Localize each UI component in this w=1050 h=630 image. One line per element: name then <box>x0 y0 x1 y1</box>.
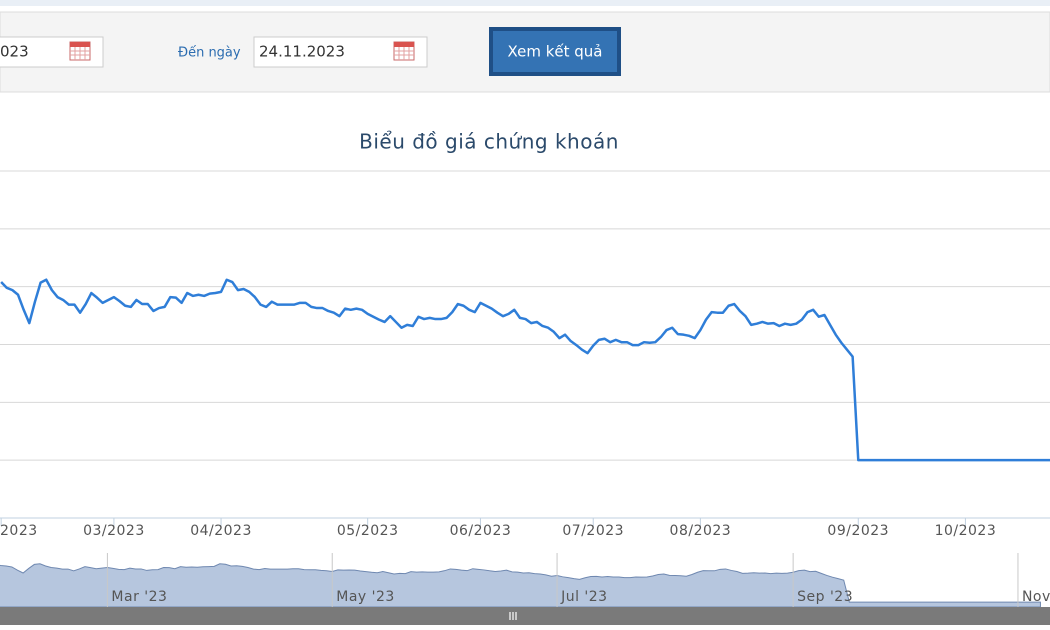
plot: 2023 03/2023 04/2023 05/2023 06/2023 07/2023 0… <box>0 170 1050 607</box>
x-tick-label: 09/2023 <box>827 523 889 539</box>
scrollbar[interactable] <box>0 607 1050 625</box>
to-label: Đến ngày <box>178 46 241 61</box>
navigator-tick-label: Jul '23 <box>560 589 608 605</box>
navigator-tick-label: May '23 <box>336 589 395 605</box>
x-tick-label: 10/2023 <box>935 523 997 539</box>
submit-label: Xem kết quả <box>508 43 603 61</box>
x-tick-label: 2023 <box>0 523 38 539</box>
x-tick-label: 08/2023 <box>670 523 732 539</box>
navigator-tick-label: Mar '23 <box>111 589 167 605</box>
navigator-area <box>0 563 1041 607</box>
x-tick-label: 04/2023 <box>190 523 252 539</box>
x-tick-label: 03/2023 <box>83 523 145 539</box>
top-strip <box>0 0 1050 6</box>
calendar-icon[interactable] <box>69 41 91 61</box>
submit-button-face <box>493 31 617 72</box>
x-tick-label: 06/2023 <box>450 523 512 539</box>
price-line <box>0 278 1050 462</box>
from-date: 023 <box>0 43 29 61</box>
x-tick-label: 07/2023 <box>562 523 624 539</box>
scrollbar-grip[interactable] <box>509 612 517 620</box>
to-date: 24.11.2023 <box>259 43 345 61</box>
x-tick-label: 05/2023 <box>337 523 399 539</box>
calendar-icon[interactable] <box>393 41 415 61</box>
navigator-tick-label: Nov <box>1022 589 1050 605</box>
navigator-tick-label: Sep '23 <box>797 589 853 605</box>
chart-title: Biểu đồ giá chứng khoán <box>359 130 619 154</box>
